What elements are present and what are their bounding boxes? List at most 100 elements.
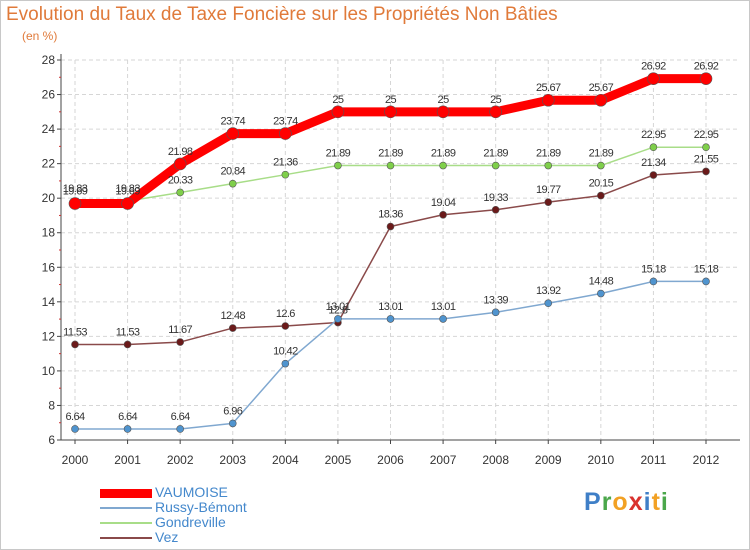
data-label-gondreville: 21.89 (536, 148, 561, 160)
data-label-russy-b-mont: 15.18 (694, 263, 719, 275)
data-point-russy-b-mont (386, 315, 395, 323)
data-point-russy-b-mont (649, 277, 658, 286)
data-point-gondreville (649, 143, 658, 152)
data-label-russy-b-mont: 13.01 (431, 301, 456, 313)
data-point-vaumoise (121, 197, 134, 210)
data-label-gondreville: 19.83 (115, 183, 140, 195)
logo-letter: t (651, 488, 661, 516)
y-tick-label: 24 (42, 122, 56, 136)
data-point-gondreville (334, 161, 342, 170)
x-tick-label: 2001 (114, 453, 141, 467)
data-label-vez: 12.48 (220, 310, 245, 322)
data-point-russy-b-mont (702, 277, 710, 286)
legend-swatch (100, 537, 152, 539)
data-label-vaumoise: 23.74 (273, 116, 298, 128)
data-point-gondreville (439, 161, 447, 170)
x-tick-label: 2005 (325, 453, 352, 467)
data-point-vaumoise (594, 93, 608, 107)
legend-label: VAUMOISE (155, 484, 228, 500)
y-tick-label: 12 (42, 329, 56, 343)
x-tick-label: 2000 (62, 453, 89, 467)
logo-letter: r (601, 488, 613, 516)
data-label-vez: 19.77 (536, 184, 561, 196)
legend-swatch (100, 507, 152, 509)
data-label-russy-b-mont: 15.18 (641, 263, 666, 275)
x-tick-label: 2007 (430, 453, 457, 467)
legend-label: Gondreville (155, 514, 226, 530)
data-labels: 19.69 19.69 21.98 23.74 23.74 25 25 25 25 25.67 25… (63, 61, 720, 423)
data-point-russy-b-mont (228, 419, 237, 428)
proxiti-logo: Proxiti (584, 488, 669, 517)
y-tick-label: 20 (42, 191, 56, 205)
y-tick-label: 26 (42, 88, 56, 102)
data-point-russy-b-mont (281, 359, 290, 368)
data-point-vez (702, 167, 710, 176)
data-label-vaumoise: 25.67 (536, 82, 561, 94)
data-label-gondreville: 21.89 (483, 148, 508, 160)
data-label-vaumoise: 25 (385, 94, 397, 106)
data-label-vaumoise: 26.92 (694, 61, 719, 73)
x-tick-label: 2010 (587, 453, 614, 467)
data-point-russy-b-mont (439, 315, 447, 323)
data-point-russy-b-mont (71, 425, 79, 433)
data-label-gondreville: 21.89 (378, 148, 403, 160)
data-point-russy-b-mont (544, 299, 553, 308)
data-point-russy-b-mont (491, 308, 500, 317)
x-tick-label: 2011 (641, 453, 667, 467)
data-label-gondreville: 21.89 (431, 148, 456, 160)
data-label-vez: 19.04 (431, 197, 456, 209)
data-label-russy-b-mont: 10.42 (273, 346, 298, 358)
data-label-vaumoise: 25 (490, 94, 502, 106)
y-tick-label: 10 (42, 364, 56, 378)
data-point-vaumoise (699, 72, 713, 85)
data-label-gondreville: 21.89 (589, 148, 614, 160)
data-point-russy-b-mont (334, 315, 342, 323)
data-label-vaumoise: 19.69 (115, 186, 140, 198)
y-tick-label: 14 (42, 295, 56, 309)
y-tick-label: 22 (42, 157, 56, 171)
x-tick-label: 2006 (377, 453, 404, 467)
data-label-gondreville: 19.83 (63, 183, 88, 195)
data-label-vez: 11.67 (168, 324, 192, 336)
data-label-russy-b-mont: 13.01 (378, 301, 403, 313)
legend-swatch (100, 488, 152, 498)
data-point-gondreville (491, 161, 500, 170)
data-point-vez (176, 338, 184, 346)
data-label-russy-b-mont: 14.48 (589, 276, 614, 288)
data-label-vez: 21.55 (694, 153, 719, 165)
x-tick-label: 2012 (693, 453, 720, 467)
data-label-vaumoise: 26.92 (641, 61, 666, 73)
data-point-vaumoise (384, 105, 397, 119)
data-label-russy-b-mont: 13.92 (536, 285, 561, 297)
data-point-vez (71, 340, 79, 349)
y-tick-label: 28 (42, 53, 56, 67)
logo-letter: i (643, 488, 652, 516)
data-point-vez (439, 210, 447, 219)
data-point-vaumoise (436, 105, 450, 119)
data-label-gondreville: 20.33 (168, 174, 193, 186)
data-label-vez: 11.53 (63, 326, 87, 338)
legend-swatch (100, 522, 152, 524)
data-point-vaumoise (541, 93, 555, 107)
data-label-vez: 12.6 (276, 308, 295, 320)
data-point-vez (544, 198, 553, 206)
logo-letter: i (660, 488, 669, 516)
data-label-gondreville: 20.84 (220, 166, 245, 178)
data-label-vaumoise: 23.74 (220, 116, 245, 128)
data-point-gondreville (702, 143, 710, 152)
x-tick-label: 2004 (272, 453, 299, 467)
data-point-vez (123, 340, 132, 349)
data-label-vez: 18.36 (378, 209, 403, 221)
data-point-vez (491, 205, 500, 214)
data-point-vez (649, 171, 658, 179)
axes: 6 8 10 12 14 16 18 20 22 24 26 28 2000 2001 2002 2003 20… (42, 53, 740, 467)
data-point-gondreville (386, 161, 395, 170)
data-point-russy-b-mont (597, 289, 605, 298)
data-label-russy-b-mont: 13.39 (483, 294, 508, 306)
grid (61, 59, 740, 441)
data-point-vez (597, 191, 605, 200)
data-point-vaumoise (68, 197, 82, 210)
data-label-vaumoise: 25 (438, 94, 450, 106)
data-label-vaumoise: 21.98 (168, 146, 193, 158)
